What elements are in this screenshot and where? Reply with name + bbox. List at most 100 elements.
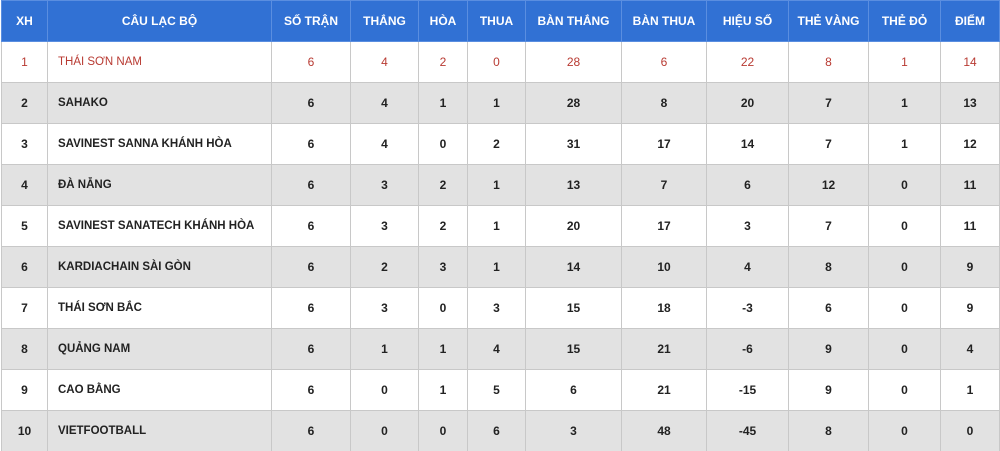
cell: 15	[525, 328, 622, 370]
table-row: 8 QUẢNG NAM 6 1 1 4 15 21 -6 9 0 4	[1, 328, 1000, 370]
cell: 5	[1, 205, 48, 247]
cell: 2	[350, 246, 419, 288]
cell: 9	[788, 328, 869, 370]
cell: 0	[418, 287, 468, 329]
club-name: SAVINEST SANATECH KHÁNH HÒA	[47, 205, 272, 247]
cell: 0	[868, 164, 941, 206]
cell: 12	[940, 123, 1000, 165]
cell: -6	[706, 328, 789, 370]
cell: 8	[788, 41, 869, 83]
cell: 4	[467, 328, 526, 370]
cell: 6	[271, 287, 351, 329]
cell: 6	[271, 328, 351, 370]
cell: 1	[1, 41, 48, 83]
header-cell: THẮNG	[350, 0, 419, 42]
cell: 3	[706, 205, 789, 247]
cell: 7	[788, 82, 869, 124]
cell: 13	[525, 164, 622, 206]
header-cell: BÀN THUA	[621, 0, 707, 42]
cell: 6	[271, 205, 351, 247]
cell: 1	[868, 41, 941, 83]
cell: 3	[350, 164, 419, 206]
cell: 1	[467, 82, 526, 124]
header-row: XH CÂU LẠC BỘ SỐ TRẬN THẮNG HÒA THUA BÀN THẮNG…	[1, 0, 1000, 42]
cell: 6	[467, 410, 526, 451]
cell: 8	[788, 410, 869, 451]
cell: 13	[940, 82, 1000, 124]
club-name: THÁI SƠN NAM	[47, 41, 272, 83]
cell: 0	[418, 123, 468, 165]
cell: 14	[706, 123, 789, 165]
header-cell: ĐIỂM	[940, 0, 1000, 42]
cell: 15	[525, 287, 622, 329]
cell: 9	[940, 287, 1000, 329]
cell: 20	[706, 82, 789, 124]
header-cell: THẺ VÀNG	[788, 0, 869, 42]
cell: 14	[940, 41, 1000, 83]
cell: 8	[788, 246, 869, 288]
table-row: 2 SAHAKO 6 4 1 1 28 8 20 7 1 13	[1, 82, 1000, 124]
cell: 0	[868, 369, 941, 411]
cell: 0	[868, 205, 941, 247]
cell: 0	[350, 410, 419, 451]
cell: 6	[271, 246, 351, 288]
cell: 7	[788, 123, 869, 165]
cell: 3	[467, 287, 526, 329]
cell: 10	[1, 410, 48, 451]
cell: 7	[621, 164, 707, 206]
cell: 0	[868, 287, 941, 329]
cell: 17	[621, 205, 707, 247]
cell: 0	[350, 369, 419, 411]
table-row: 6 KARDIACHAIN SÀI GÒN 6 2 3 1 14 10 4 8 0 9	[1, 246, 1000, 288]
cell: 0	[868, 246, 941, 288]
cell: 3	[350, 205, 419, 247]
cell: 28	[525, 41, 622, 83]
cell: 2	[1, 82, 48, 124]
header-cell: HIỆU SỐ	[706, 0, 789, 42]
cell: -45	[706, 410, 789, 451]
cell: 10	[621, 246, 707, 288]
cell: 0	[467, 41, 526, 83]
cell: 8	[1, 328, 48, 370]
cell: 3	[525, 410, 622, 451]
table-row: 1 THÁI SƠN NAM 6 4 2 0 28 6 22 8 1 14	[1, 41, 1000, 83]
cell: 18	[621, 287, 707, 329]
cell: 1	[350, 328, 419, 370]
table-row: 9 CAO BẰNG 6 0 1 5 6 21 -15 9 0 1	[1, 369, 1000, 411]
table-row: 10 VIETFOOTBALL 6 0 0 6 3 48 -45 8 0 0	[1, 410, 1000, 451]
cell: 0	[940, 410, 1000, 451]
cell: 17	[621, 123, 707, 165]
club-name: KARDIACHAIN SÀI GÒN	[47, 246, 272, 288]
table-body: 1 THÁI SƠN NAM 6 4 2 0 28 6 22 8 1 14 2 SAHAKO 6 4 1 1 28 8…	[1, 41, 1000, 451]
cell: 4	[350, 82, 419, 124]
cell: 1	[418, 328, 468, 370]
cell: 0	[868, 410, 941, 451]
cell: 2	[418, 205, 468, 247]
cell: 4	[350, 41, 419, 83]
cell: 1	[418, 82, 468, 124]
cell: 6	[271, 123, 351, 165]
cell: 9	[788, 369, 869, 411]
table-row: 7 THÁI SƠN BẮC 6 3 0 3 15 18 -3 6 0 9	[1, 287, 1000, 329]
cell: 1	[940, 369, 1000, 411]
cell: 6	[271, 410, 351, 451]
cell: 1	[868, 123, 941, 165]
cell: 7	[1, 287, 48, 329]
cell: 0	[868, 328, 941, 370]
cell: 11	[940, 205, 1000, 247]
cell: 5	[467, 369, 526, 411]
club-name: SAHAKO	[47, 82, 272, 124]
table-row: 4 ĐÀ NẴNG 6 3 2 1 13 7 6 12 0 11	[1, 164, 1000, 206]
cell: 1	[467, 205, 526, 247]
cell: 1	[467, 164, 526, 206]
header-cell: CÂU LẠC BỘ	[47, 0, 272, 42]
club-name: VIETFOOTBALL	[47, 410, 272, 451]
cell: 21	[621, 328, 707, 370]
cell: -15	[706, 369, 789, 411]
club-name: SAVINEST SANNA KHÁNH HÒA	[47, 123, 272, 165]
header-cell: THUA	[467, 0, 526, 42]
cell: 6	[706, 164, 789, 206]
cell: 6	[271, 164, 351, 206]
